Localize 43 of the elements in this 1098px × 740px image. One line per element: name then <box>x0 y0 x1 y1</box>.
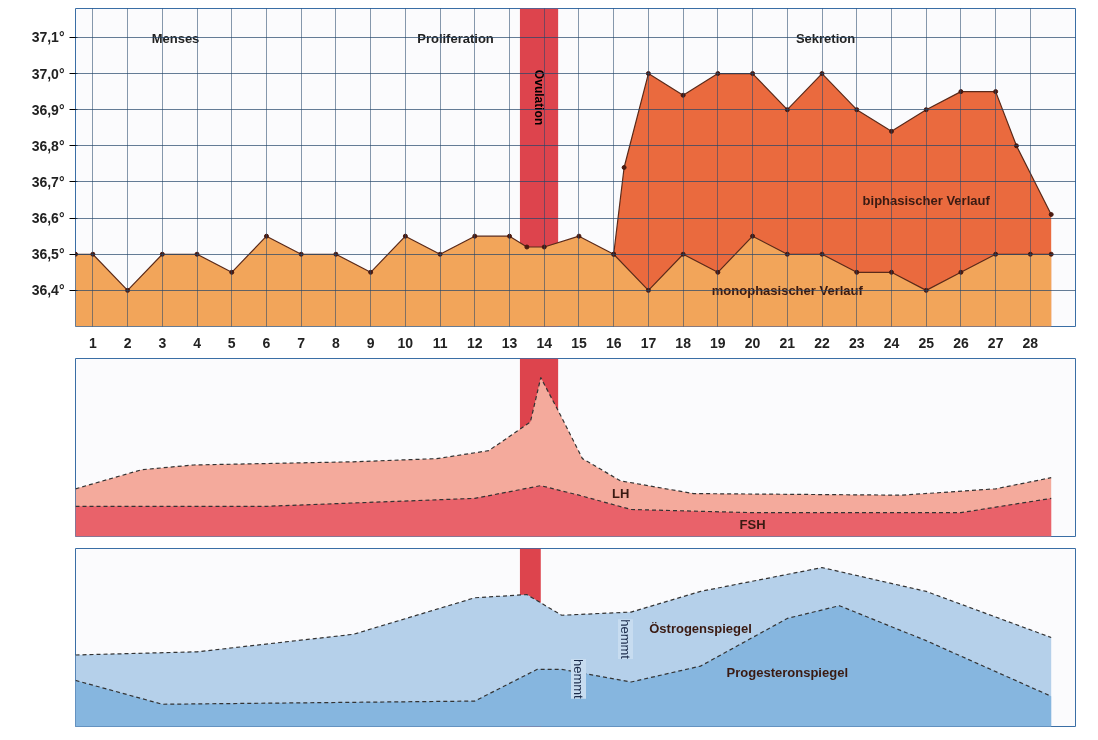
x-tick-label: 8 <box>332 334 341 351</box>
x-tick-label: 23 <box>848 334 865 351</box>
series-label: Östrogenspiegel <box>649 621 752 637</box>
band-label: Ovulation <box>532 69 547 126</box>
x-tick-label: 3 <box>158 334 167 351</box>
x-tick-label: 21 <box>779 334 796 351</box>
x-tick-label: 25 <box>918 334 935 351</box>
x-tick-label: 4 <box>193 334 202 351</box>
x-tick-label: 28 <box>1022 334 1039 351</box>
x-tick-label: 24 <box>883 334 900 351</box>
x-tick-label: 11 <box>432 334 448 351</box>
annotation: hemmt <box>618 619 633 660</box>
series-label: FSH <box>739 517 766 533</box>
x-tick-label: 27 <box>987 334 1004 351</box>
x-tick-label: 2 <box>123 334 132 351</box>
series-label: LH <box>611 486 630 502</box>
x-tick-label: 17 <box>640 334 657 351</box>
x-tick-label: 9 <box>366 334 375 351</box>
y-tick-label: 36,7° <box>31 173 65 190</box>
x-tick-label: 6 <box>262 334 271 351</box>
x-tick-label: 19 <box>710 334 726 351</box>
annotation: hemmt <box>571 658 586 700</box>
x-tick-label: 7 <box>297 334 306 351</box>
x-tick-label: 20 <box>744 334 761 351</box>
x-tick-label: 12 <box>467 334 483 351</box>
x-tick-label: 14 <box>536 334 553 351</box>
y-tick-label: 37,0° <box>31 65 65 82</box>
series-label: Progesteronspiegel <box>726 664 848 680</box>
y-tick-label: 37,1° <box>31 29 65 46</box>
y-tick-label: 36,9° <box>31 101 65 118</box>
x-tick-label: 16 <box>605 334 622 351</box>
x-tick-label: 22 <box>814 334 831 351</box>
x-tick-label: 5 <box>227 334 236 351</box>
x-tick-label: 18 <box>675 334 692 351</box>
y-tick-label: 36,8° <box>31 137 65 154</box>
x-tick-label: 15 <box>571 334 587 351</box>
x-tick-label: 13 <box>501 334 518 351</box>
x-tick-label: 1 <box>88 334 97 351</box>
x-tick-label: 26 <box>953 334 969 351</box>
y-tick-label: 36,5° <box>31 246 65 263</box>
y-tick-label: 36,4° <box>31 282 65 299</box>
y-tick-label: 36,6° <box>31 210 65 227</box>
x-tick-label: 10 <box>397 334 414 351</box>
